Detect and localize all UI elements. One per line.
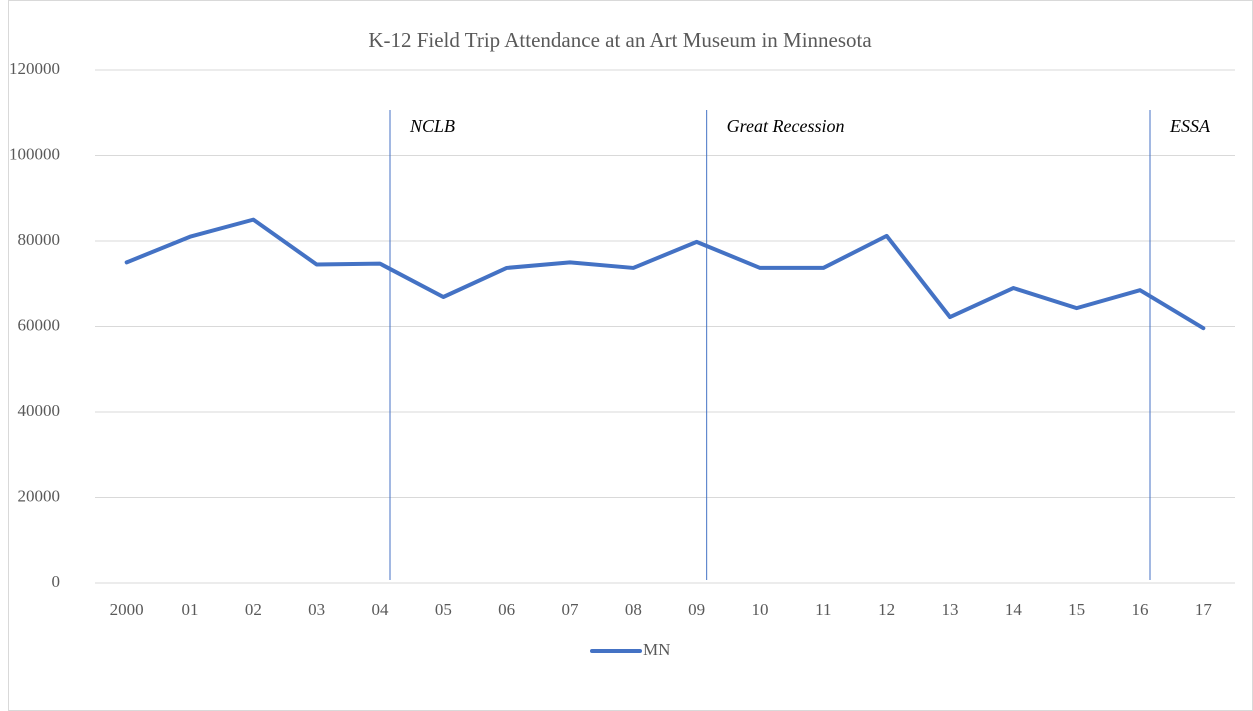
x-tick-label: 07 [562, 600, 580, 619]
y-tick-label: 120000 [9, 59, 60, 78]
annotation-text: NCLB [409, 116, 455, 136]
x-tick-label: 16 [1132, 600, 1149, 619]
y-tick-label: 80000 [18, 230, 61, 249]
y-tick-label: 40000 [18, 401, 61, 420]
x-tick-label: 2000 [110, 600, 144, 619]
x-tick-label: 01 [182, 600, 199, 619]
series-line [124, 217, 1206, 331]
x-tick-label: 10 [752, 600, 769, 619]
y-tick-label: 0 [52, 572, 61, 591]
annotation-text: ESSA [1169, 116, 1211, 136]
x-tick-label: 12 [878, 600, 895, 619]
x-tick-label: 14 [1005, 600, 1023, 619]
x-tick-label: 17 [1195, 600, 1213, 619]
x-tick-label: 13 [942, 600, 959, 619]
x-tick-label: 11 [815, 600, 831, 619]
chart-title: K-12 Field Trip Attendance at an Art Mus… [368, 28, 872, 52]
x-tick-label: 09 [688, 600, 705, 619]
x-tick-label: 02 [245, 600, 262, 619]
x-tick-label: 08 [625, 600, 642, 619]
y-tick-label: 60000 [18, 315, 61, 334]
x-tick-label: 15 [1068, 600, 1085, 619]
legend-label: MN [643, 640, 670, 659]
x-tick-label: 03 [308, 600, 325, 619]
annotation-text: Great Recession [727, 116, 845, 136]
y-tick-label: 20000 [18, 486, 61, 505]
x-tick-label: 04 [372, 600, 390, 619]
x-tick-label: 06 [498, 600, 515, 619]
chart-frame [8, 0, 1253, 711]
y-tick-label: 100000 [9, 144, 60, 163]
x-tick-label: 05 [435, 600, 452, 619]
